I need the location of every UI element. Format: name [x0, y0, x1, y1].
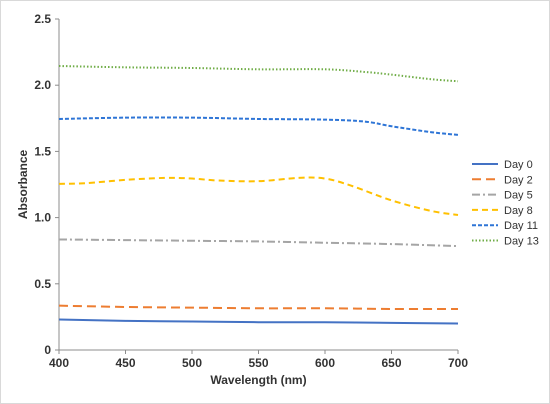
series-line-day-5	[58, 238, 459, 248]
y-tick-label: 2.0	[34, 78, 51, 92]
legend-label-day-11: Day 11	[504, 220, 538, 232]
series-line-day-13	[58, 65, 459, 83]
legend-label-day-2: Day 2	[504, 174, 533, 186]
tick-labels: 400 450 500 550 600 650 700 0 0.5 1.0 1.5 2.0 2.5	[34, 12, 468, 370]
x-tick-label: 550	[248, 356, 268, 370]
y-tick-label: 2.5	[34, 12, 51, 26]
y-tick-label: 0	[44, 343, 51, 357]
y-tick-label: 1.0	[34, 211, 51, 225]
series-line-day-0	[58, 318, 459, 325]
legend-label-day-0: Day 0	[504, 159, 533, 171]
x-tick-label: 400	[49, 356, 69, 370]
series-line-day-11	[58, 116, 459, 136]
x-tick-label: 700	[448, 356, 468, 370]
series-line-day-2	[58, 304, 459, 311]
legend-label-day-8: Day 8	[504, 205, 533, 217]
y-tick-label: 1.5	[34, 144, 51, 158]
series-lines	[58, 65, 459, 325]
x-tick-label: 650	[381, 356, 401, 370]
legend-label-day-13: Day 13	[504, 236, 539, 248]
legend-label-day-5: Day 5	[504, 190, 533, 202]
legend: Day 0 Day 2 Day 5 Day 8 Day 11 Day 13	[472, 159, 539, 248]
x-tick-label: 450	[115, 356, 135, 370]
series-line-day-8	[58, 176, 459, 216]
x-tick-label: 500	[182, 356, 202, 370]
x-tick-label: 600	[315, 356, 335, 370]
y-tick-label: 0.5	[34, 277, 51, 291]
y-axis-title: Absorbance	[16, 150, 30, 220]
x-axis-title: Wavelength (nm)	[210, 373, 306, 387]
